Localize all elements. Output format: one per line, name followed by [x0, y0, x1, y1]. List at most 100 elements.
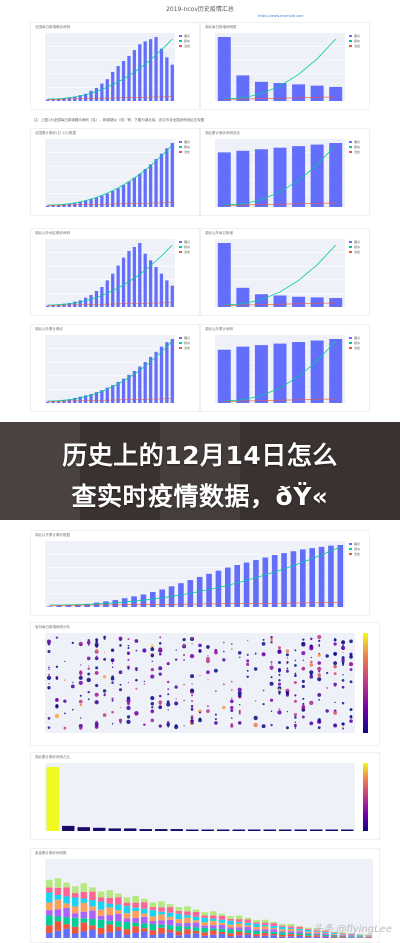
scatter-point [48, 666, 50, 669]
bar-segment [46, 879, 53, 888]
bar-segment [63, 887, 70, 897]
scatter-point [151, 646, 154, 649]
bar-segment [149, 916, 157, 921]
bar-segment [296, 933, 303, 935]
scatter-point [278, 646, 281, 649]
bar-segment [261, 932, 269, 936]
bar [159, 346, 164, 403]
bar [271, 555, 278, 607]
scatter-point [309, 721, 314, 726]
bar-segment [210, 918, 217, 921]
bar [67, 203, 71, 207]
bar-segment [106, 932, 113, 938]
bar-segment [115, 904, 122, 911]
scatter-point [119, 683, 122, 686]
scatter-point [318, 639, 321, 643]
bar [46, 401, 50, 403]
bar-segment [313, 935, 321, 937]
bar-segment [305, 927, 312, 929]
bar-segment [244, 934, 252, 938]
legend-swatch [349, 141, 352, 143]
bar-segment [253, 926, 260, 930]
bar-segment [261, 924, 269, 927]
bar [56, 98, 61, 101]
bar-segment [192, 912, 200, 917]
scatter-point [78, 641, 83, 647]
scatter-point [278, 690, 281, 694]
bar [254, 345, 268, 403]
bar-segment [244, 927, 252, 931]
bar-segment [63, 882, 70, 888]
bar [236, 287, 250, 307]
bar [121, 378, 126, 403]
bar [112, 600, 119, 607]
bar [94, 197, 99, 207]
bar-segment [115, 926, 122, 931]
bar [150, 591, 156, 607]
scatter-point [213, 650, 218, 655]
scatter-point [63, 726, 67, 730]
bar-segment [141, 913, 148, 917]
scatter-point [317, 726, 321, 730]
scatter-point [143, 683, 146, 685]
bar-segment [339, 933, 347, 934]
scatter-point [183, 659, 185, 661]
chart-panel-3: 全国累计确诊(日 1/2)数据 确诊 疑似 治愈 [30, 128, 200, 216]
scatter-point [270, 710, 273, 712]
scatter-point [47, 650, 51, 654]
scatter-point [94, 725, 99, 729]
scatter-point [342, 726, 344, 729]
scatter-point [191, 637, 193, 640]
bar-segment [365, 937, 372, 938]
bar [127, 374, 131, 403]
bar-segment [253, 929, 260, 931]
bar-segment [253, 922, 260, 924]
bar-segment [80, 911, 88, 919]
bar-segment [166, 925, 174, 930]
scatter-point [150, 709, 155, 714]
legend-swatch [349, 342, 352, 344]
bar [143, 362, 147, 403]
legend-swatch [179, 342, 182, 344]
scatter-point [222, 641, 225, 644]
bar [159, 589, 165, 607]
scatter-point [111, 666, 114, 668]
bar [170, 285, 174, 307]
scatter-point [158, 642, 162, 645]
bar-segment [244, 932, 252, 935]
section-caption: 注：上图1为全国每日新增确诊病例（柱），新增疑似（线）等；下图为湖北省、武汉市及… [34, 118, 205, 122]
bar-segment [123, 918, 131, 923]
scatter-point [190, 705, 194, 708]
scatter-point [294, 649, 297, 652]
scatter-point [175, 698, 177, 700]
scatter-point [87, 639, 90, 642]
bar-segment [330, 934, 338, 935]
bar [154, 267, 158, 307]
bar [232, 829, 245, 831]
bar [89, 199, 93, 207]
chart-title: 湖北以外累计病例 [205, 327, 233, 331]
source-link[interactable]: https://www.example.com [258, 14, 304, 18]
scatter-point [231, 697, 233, 699]
bar-segment [201, 912, 208, 916]
bar-segment [89, 929, 96, 938]
legend-swatch [179, 151, 182, 153]
bar-segment [158, 901, 165, 908]
legend-label: 治愈 [354, 345, 360, 350]
legend-swatch [349, 543, 352, 545]
bar-segment [270, 927, 277, 930]
scatter-point [207, 705, 209, 708]
bar [225, 567, 231, 607]
bar [138, 366, 142, 403]
bar [127, 251, 131, 307]
bar-segment [210, 915, 217, 919]
bar-segment [253, 919, 260, 923]
scatter-point [341, 656, 345, 660]
line-series [224, 144, 337, 206]
scatter-point [111, 697, 114, 700]
legend-swatch [349, 40, 352, 42]
legend-label: 疑似 [184, 144, 190, 149]
scatter-point [182, 643, 186, 647]
bar [206, 573, 212, 607]
